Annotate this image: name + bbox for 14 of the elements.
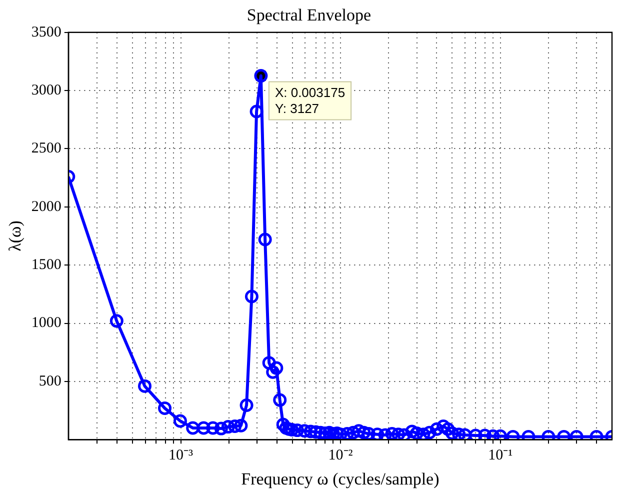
- chart-title: Spectral Envelope: [246, 6, 372, 25]
- y-tick-label: 2000: [31, 198, 62, 215]
- y-tick-label: 3500: [31, 24, 62, 40]
- y-tick-label: 3000: [31, 82, 62, 99]
- y-tick-label: 500: [38, 373, 62, 390]
- y-tick-label: 1500: [31, 257, 62, 274]
- annotation: X: 0.003175 Y: 3127: [274, 84, 346, 116]
- x-axis-title: Frequency ω (cycles/sample): [241, 469, 440, 488]
- y-tick-label: 2500: [31, 140, 62, 157]
- y-tick-label: 1000: [31, 315, 62, 332]
- x-tick-label: 10⁻¹: [488, 448, 513, 464]
- x-tick-label: 10⁻²: [328, 448, 354, 464]
- x-tick-label: 10⁻³: [168, 448, 194, 464]
- y-axis-title: λ(ω): [6, 220, 25, 252]
